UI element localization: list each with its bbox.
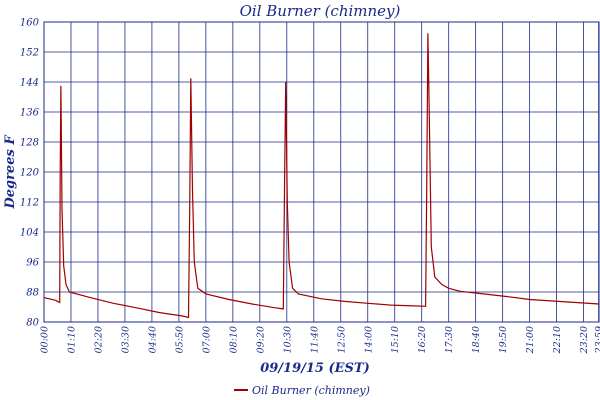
chart-title: Oil Burner (chimney) bbox=[240, 2, 401, 20]
x-tick-label: 12:50 bbox=[336, 326, 347, 353]
x-tick-label: 10:30 bbox=[282, 326, 293, 353]
x-tick-label: 09:20 bbox=[255, 326, 266, 353]
plot-frame bbox=[43, 21, 600, 323]
y-tick-label: 96 bbox=[26, 258, 39, 269]
y-axis-label: Degrees F bbox=[3, 135, 18, 210]
x-tick-label: 08:10 bbox=[228, 326, 239, 353]
x-tick-label: 18:40 bbox=[471, 326, 482, 353]
x-tick-label: 03:30 bbox=[120, 326, 131, 353]
y-tick-label: 80 bbox=[26, 318, 39, 329]
x-tick-label: 23:59 bbox=[594, 326, 600, 354]
x-tick-label: 15:10 bbox=[390, 326, 401, 353]
x-axis-label: 09/19/15 (EST) bbox=[260, 361, 370, 376]
legend-entry: Oil Burner (chimney) bbox=[252, 384, 370, 397]
x-tick-label: 14:00 bbox=[363, 326, 374, 353]
x-tick-label: 02:20 bbox=[93, 326, 104, 353]
x-axis-ticks: 00:00 01:10 02:20 03:30 04:40 05:50 07:00 08:10… bbox=[40, 326, 600, 354]
y-tick-label: 152 bbox=[20, 48, 39, 59]
x-tick-label: 16:20 bbox=[417, 326, 428, 353]
series-layer bbox=[43, 33, 600, 319]
x-tick-label: 07:00 bbox=[201, 326, 212, 353]
y-tick-label: 160 bbox=[20, 18, 40, 29]
x-tick-label: 11:40 bbox=[309, 326, 320, 353]
x-tick-label: 23:20 bbox=[579, 326, 590, 354]
y-axis-ticks: 80 88 96 104 112 120 128 136 144 152 160 bbox=[20, 18, 40, 329]
y-tick-label: 144 bbox=[20, 78, 39, 89]
x-tick-label: 00:00 bbox=[40, 326, 51, 353]
grid bbox=[43, 21, 600, 323]
x-tick-label: 04:40 bbox=[147, 326, 158, 353]
x-tick-label: 22:10 bbox=[552, 326, 563, 354]
x-tick-label: 21:00 bbox=[525, 326, 536, 354]
x-tick-label: 05:50 bbox=[174, 326, 185, 353]
x-tick-label: 17:30 bbox=[444, 326, 455, 353]
y-tick-label: 136 bbox=[20, 108, 40, 119]
y-tick-label: 120 bbox=[20, 168, 40, 179]
x-tick-label: 01:10 bbox=[66, 326, 77, 353]
y-tick-label: 88 bbox=[26, 288, 39, 299]
x-tick-label: 19:50 bbox=[498, 326, 509, 353]
y-tick-label: 128 bbox=[20, 138, 39, 149]
legend: Oil Burner (chimney) bbox=[234, 384, 370, 397]
y-tick-label: 104 bbox=[20, 228, 39, 239]
y-tick-label: 112 bbox=[20, 198, 39, 209]
series-line bbox=[43, 33, 600, 319]
